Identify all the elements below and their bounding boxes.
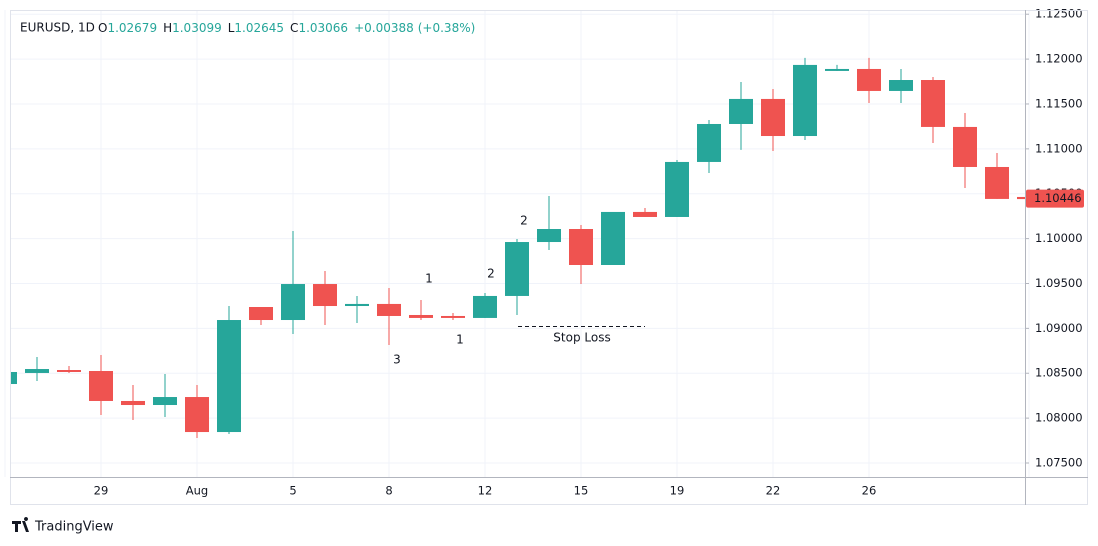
annotation: 3 — [393, 353, 401, 367]
candle-body — [953, 126, 977, 167]
y-tick-label: 1.11500 — [1035, 96, 1083, 110]
plot-area — [10, 57, 1025, 438]
annotation: Stop Loss — [553, 331, 610, 345]
legend: EURUSD, 1D O1.02679 H1.03099 L1.02645 C1.03… — [20, 21, 475, 35]
candle-body — [793, 64, 817, 137]
change-pct: (+0.38%) — [418, 21, 476, 35]
candle-body — [281, 284, 305, 321]
y-tick-label: 1.12000 — [1035, 52, 1083, 66]
y-axis: 1.07500 1.08000 1.08500 1.09000 1.09500 1.100… — [1025, 7, 1084, 469]
y-tick-label: 1.07500 — [1035, 455, 1083, 469]
annotations: 1 2 2 3 1 Stop Loss — [393, 214, 645, 367]
ohlc-value: 1.03099 — [172, 21, 222, 35]
x-axis: 529Aug581215192226S — [94, 484, 877, 498]
candle-body — [537, 229, 561, 243]
annotation: 2 — [487, 267, 495, 281]
ohlc: O1.02679 H1.03099 L1.02645 C1.03066 +0.00388… — [98, 21, 475, 35]
candle-body — [121, 400, 145, 406]
candle-body — [345, 303, 369, 307]
candle-body — [729, 98, 753, 124]
candle-body — [569, 229, 593, 265]
candle-body — [441, 315, 465, 318]
candle-body — [153, 397, 177, 406]
y-tick-label: 1.08500 — [1035, 366, 1083, 380]
candle-body — [10, 371, 17, 385]
x-tick-label: 5 — [289, 484, 296, 498]
y-tick-label: 1.11000 — [1035, 141, 1083, 155]
change: +0.00388 — [354, 21, 414, 35]
x-tick-label: 15 — [574, 484, 589, 498]
candle-body — [473, 295, 497, 318]
annotation: 2 — [520, 214, 528, 228]
ohlc-value: 1.03066 — [298, 21, 348, 35]
candle-body — [25, 369, 49, 373]
annotation: 1 — [425, 272, 433, 286]
ohlc-label: H — [163, 21, 172, 35]
candle-body — [697, 123, 721, 162]
candle-body — [633, 211, 657, 217]
candle-body — [761, 98, 785, 137]
candle-body — [889, 80, 913, 91]
candle-body — [601, 211, 625, 265]
annotation: 1 — [456, 333, 464, 347]
ohlc-label: O — [98, 21, 107, 35]
candle-body — [857, 68, 881, 91]
candle-body — [89, 370, 113, 401]
y-tick-label: 1.10000 — [1035, 231, 1083, 245]
candle-body — [825, 68, 849, 71]
x-tick-label: 12 — [478, 484, 493, 498]
ohlc-value: 1.02645 — [234, 21, 284, 35]
symbol: EURUSD, 1D — [20, 21, 95, 35]
x-tick-label: 26 — [862, 484, 877, 498]
ohlc-label: L — [228, 21, 235, 35]
candle-body — [409, 314, 433, 318]
candle-body — [665, 161, 689, 217]
last-price-tag — [1026, 189, 1084, 208]
x-tick-label: 8 — [385, 484, 392, 498]
x-tick-label: 29 — [94, 484, 109, 498]
candle-body — [313, 284, 337, 307]
candle-body — [985, 166, 1009, 199]
ohlc-value: 1.02679 — [107, 21, 157, 35]
ohlc-label: C — [290, 21, 298, 35]
footer: TradingView — [12, 517, 114, 535]
last-price-label: 1.10446 — [1034, 191, 1082, 205]
y-tick-label: 1.09000 — [1035, 321, 1083, 335]
candle-body — [57, 370, 81, 372]
x-tick-label: Aug — [186, 484, 208, 498]
candle-body — [1017, 196, 1025, 199]
x-tick-label: 22 — [766, 484, 781, 498]
candle-body — [249, 307, 273, 321]
candle-body — [921, 80, 945, 127]
y-tick-label: 1.08000 — [1035, 411, 1083, 425]
brand: TradingView — [34, 520, 114, 535]
logo — [12, 517, 29, 532]
candle-body — [185, 397, 209, 433]
candle-body — [217, 320, 241, 433]
y-tick-label: 1.09500 — [1035, 276, 1083, 290]
x-tick-label: 19 — [670, 484, 685, 498]
frame — [10, 10, 1088, 505]
candle-body — [505, 242, 529, 296]
candle-body — [377, 303, 401, 316]
y-tick-label: 1.12500 — [1035, 7, 1083, 21]
